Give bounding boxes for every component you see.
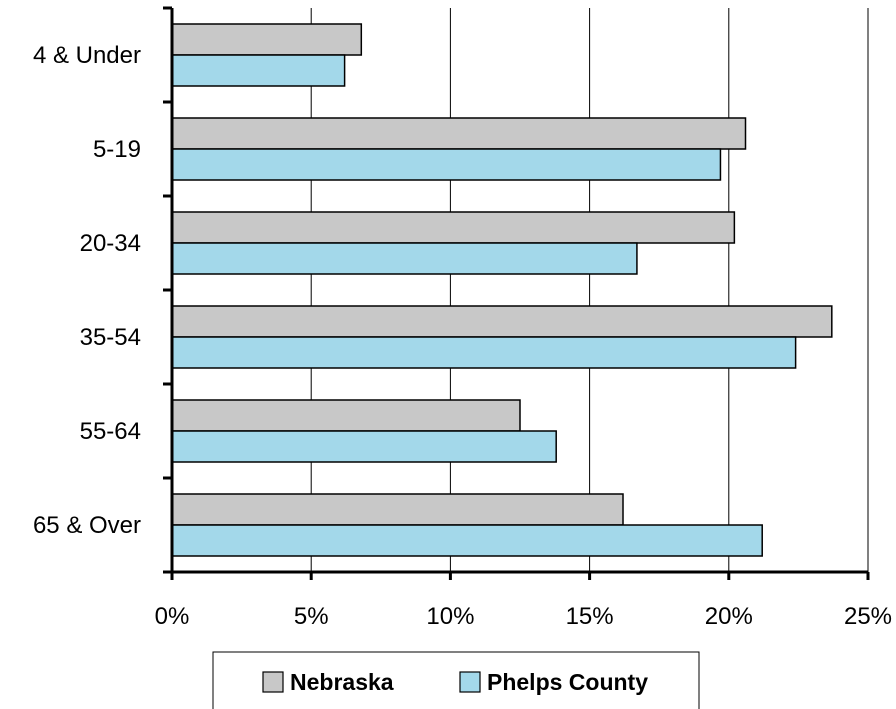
x-tick-label: 15% (566, 603, 614, 630)
bar-nebraska (171, 117, 747, 150)
bar-phelps-county (171, 430, 557, 463)
y-category-label: 20-34 (80, 230, 141, 257)
legend-frame (212, 651, 700, 709)
bar-phelps-county (171, 524, 763, 557)
x-tick-label: 5% (294, 603, 329, 630)
legend-label-nebraska: Nebraska (290, 669, 394, 695)
y-category-label: 55-64 (80, 418, 141, 445)
bar-nebraska (171, 493, 624, 526)
y-category-label: 5-19 (93, 136, 141, 163)
x-tick-label: 10% (426, 603, 474, 630)
bar-phelps-county (171, 336, 797, 369)
legend-swatch-phelps-county (459, 671, 481, 693)
legend: Nebraska Phelps County (212, 651, 700, 709)
bar-nebraska (171, 211, 736, 244)
grid-lines (310, 8, 869, 572)
bar-nebraska (171, 305, 833, 338)
tick-labels: 0% 5% 10% 15% 20% 25% 4 & Under 5-19 20-34 35-54 5… (33, 42, 892, 630)
bars (171, 23, 833, 557)
bar-phelps-county (171, 242, 638, 275)
legend-label-phelps-county: Phelps County (487, 669, 648, 695)
y-category-label: 35-54 (80, 324, 141, 351)
y-category-label: 4 & Under (33, 42, 141, 69)
x-tick-label: 0% (155, 603, 190, 630)
legend-swatch-nebraska (262, 671, 284, 693)
x-tick-label: 20% (705, 603, 753, 630)
y-category-label: 65 & Over (33, 512, 141, 539)
axes (163, 6, 870, 580)
bar-nebraska (171, 23, 363, 56)
bar-nebraska (171, 399, 521, 432)
bar-phelps-county (171, 54, 346, 87)
bar-phelps-county (171, 148, 722, 181)
x-tick-label: 25% (844, 603, 892, 630)
